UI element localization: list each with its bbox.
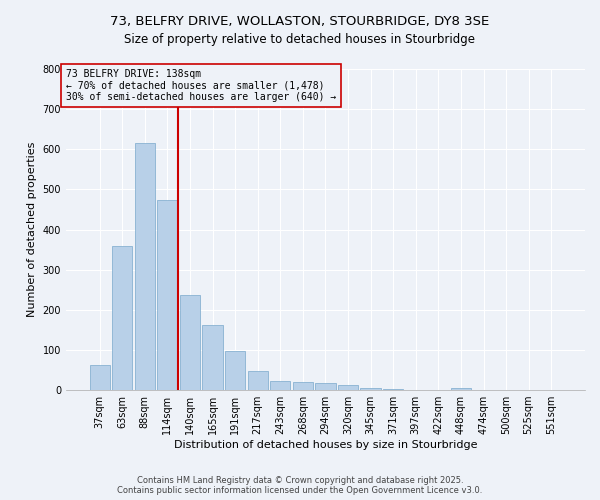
Bar — [270, 382, 290, 390]
Text: 73 BELFRY DRIVE: 138sqm
← 70% of detached houses are smaller (1,478)
30% of semi: 73 BELFRY DRIVE: 138sqm ← 70% of detache… — [66, 69, 336, 102]
Bar — [157, 200, 178, 390]
Bar — [451, 388, 471, 390]
Bar — [202, 325, 223, 390]
Y-axis label: Number of detached properties: Number of detached properties — [27, 142, 37, 317]
Bar — [134, 144, 155, 390]
Bar — [361, 388, 381, 390]
Text: Size of property relative to detached houses in Stourbridge: Size of property relative to detached ho… — [125, 32, 476, 46]
Text: Contains HM Land Registry data © Crown copyright and database right 2025.
Contai: Contains HM Land Registry data © Crown c… — [118, 476, 482, 495]
Bar — [248, 371, 268, 390]
Bar — [315, 383, 335, 390]
Bar — [89, 365, 110, 390]
Text: 73, BELFRY DRIVE, WOLLASTON, STOURBRIDGE, DY8 3SE: 73, BELFRY DRIVE, WOLLASTON, STOURBRIDGE… — [110, 15, 490, 28]
X-axis label: Distribution of detached houses by size in Stourbridge: Distribution of detached houses by size … — [174, 440, 477, 450]
Bar — [293, 382, 313, 390]
Bar — [112, 246, 133, 390]
Bar — [338, 385, 358, 390]
Bar — [225, 351, 245, 390]
Bar — [180, 295, 200, 390]
